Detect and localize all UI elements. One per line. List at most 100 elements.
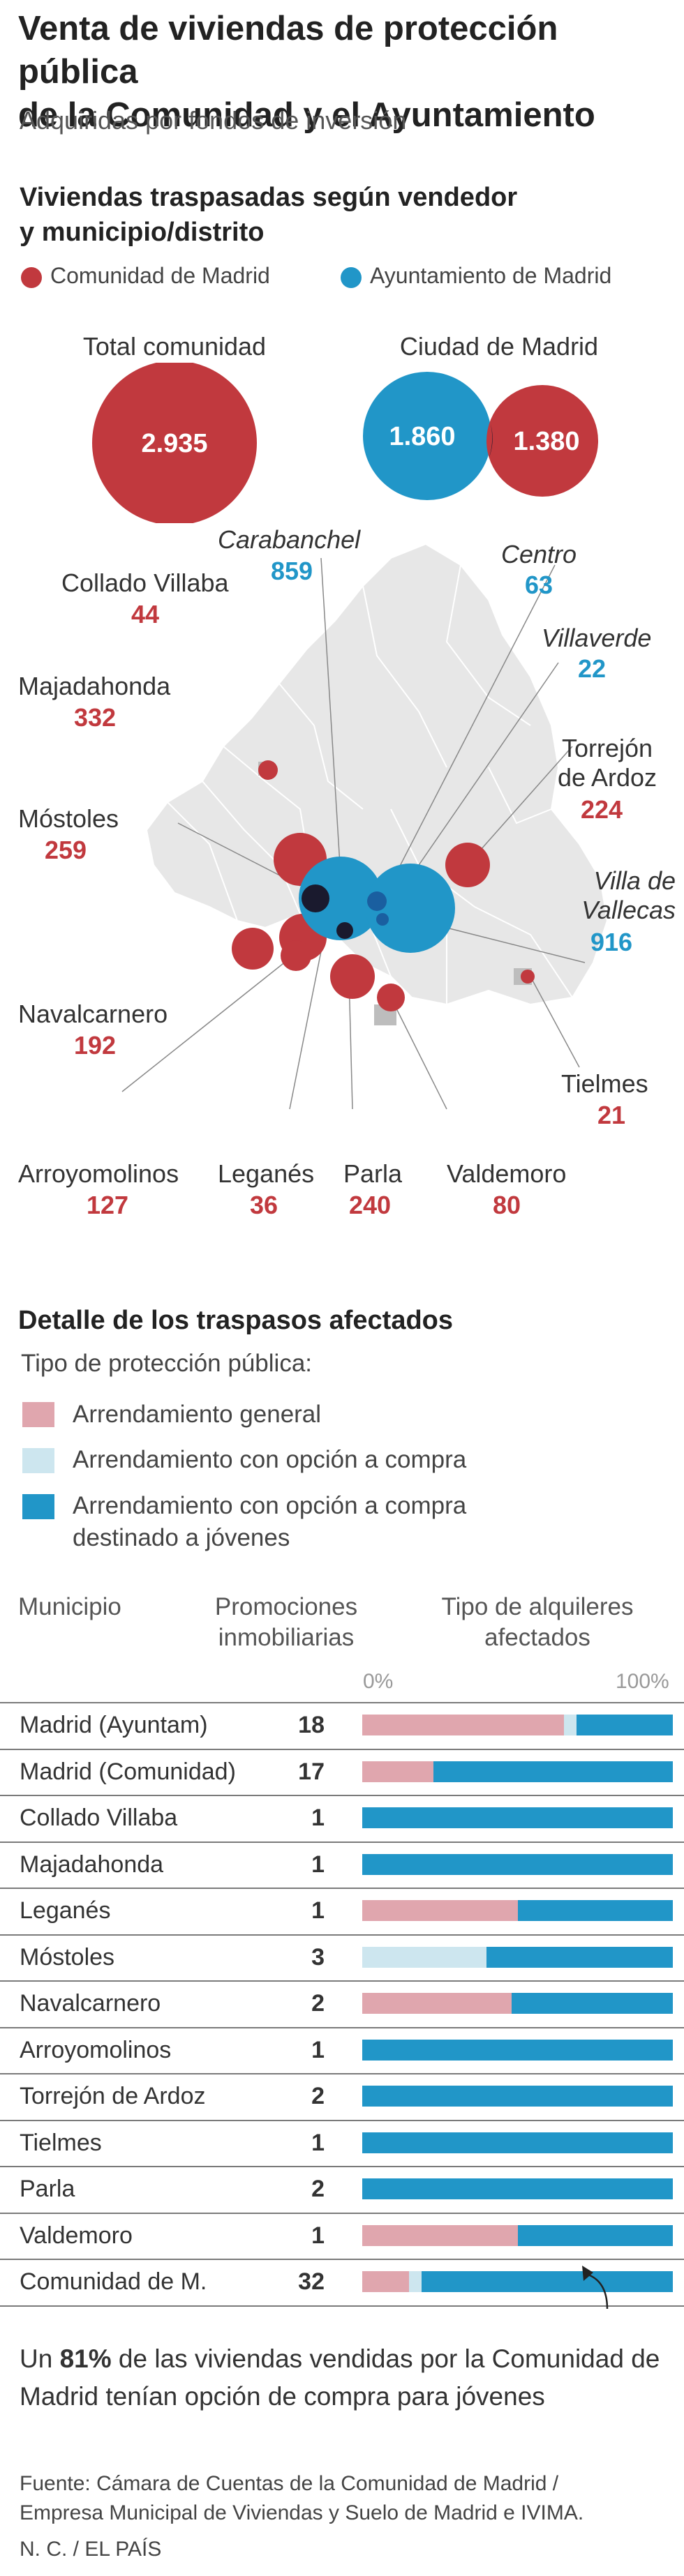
bar-segment-series-2: [511, 1993, 673, 2014]
annotation-arrow: [582, 2266, 609, 2310]
note-prefix: Un: [20, 2344, 60, 2373]
type-swatch-jovenes: [22, 1494, 54, 1519]
table-row-divider: [0, 1748, 684, 1750]
table-row-divider: [0, 2212, 684, 2214]
totals-bubbles: 2.935 1.860 1.380: [92, 363, 598, 523]
detail-section-heading: Detalle de los traspasos afectados: [18, 1306, 454, 1335]
label-majadahonda-value: 332: [74, 703, 117, 732]
overlap-mark-1: [302, 884, 329, 912]
label-collado-name: Collado Villaba: [61, 568, 229, 597]
label-leganes-name: Leganés: [218, 1159, 315, 1188]
table-row-divider: [0, 2305, 684, 2307]
axis-min-label: 0%: [363, 1670, 394, 1693]
bar-segment-series-2: [577, 1715, 673, 1735]
centro-bubble: [367, 891, 387, 911]
row-municipio-label: Madrid (Ayuntam): [20, 1712, 208, 1738]
bar-segment-series-2: [517, 2224, 673, 2246]
source-line-2: Empresa Municipal de Viviendas y Suelo d…: [20, 2501, 584, 2524]
row-promociones-value: 1: [311, 1851, 325, 1878]
row-municipio-label: Tielmes: [20, 2129, 102, 2156]
table-row-divider: [0, 1702, 684, 1703]
label-centro-name: Centro: [501, 540, 577, 568]
label-villaverde-value: 22: [578, 654, 607, 683]
type-label-general: Arrendamiento general: [73, 1401, 322, 1428]
overlap-mark-2: [336, 922, 353, 939]
label-centro-value: 63: [525, 571, 553, 599]
label-parla-value: 240: [349, 1191, 392, 1219]
row-promociones-value: 32: [298, 2268, 325, 2295]
bar-segment-series-0: [362, 1993, 512, 2014]
row-municipio-label: Majadahonda: [20, 1851, 164, 1878]
row-promociones-value: 18: [298, 1712, 325, 1738]
row-promociones-value: 2: [311, 2176, 325, 2202]
row-municipio-label: Torrejón de Ardoz: [20, 2083, 206, 2109]
note-highlight: 81%: [59, 2344, 112, 2373]
type-label-jovenes: Arrendamiento con opción a compra destin…: [73, 1490, 466, 1554]
bar-segment-series-2: [362, 2178, 673, 2199]
table-row-divider: [0, 1888, 684, 1889]
col-municipio: Municipio: [18, 1593, 121, 1620]
label-carabanchel-value: 859: [271, 557, 313, 585]
legend-comunidad-dot: [21, 267, 42, 288]
table-row-divider: [0, 1934, 684, 1936]
source-line-1: Fuente: Cámara de Cuentas de la Comunida…: [20, 2472, 559, 2495]
legend-ayuntamiento-label: Ayuntamiento de Madrid: [370, 263, 612, 288]
legend-comunidad-label: Comunidad de Madrid: [50, 263, 270, 288]
label-navalcarnero-value: 192: [74, 1031, 117, 1060]
bar-segment-series-2: [362, 1853, 673, 1875]
source: Fuente: Cámara de Cuentas de la Comunida…: [20, 2469, 676, 2528]
total-comunidad-label: Total comunidad: [82, 332, 267, 361]
label-arroyomolinos-name: Arroyomolinos: [18, 1159, 179, 1188]
municipal-borders: [167, 564, 573, 1004]
bar-segment-series-1: [408, 2271, 422, 2292]
row-municipio-label: Collado Villaba: [20, 1805, 178, 1831]
ciudad-madrid-label: Ciudad de Madrid: [399, 332, 599, 361]
label-valdemoro-name: Valdemoro: [447, 1159, 567, 1188]
axis-max-label: 100%: [616, 1670, 669, 1693]
table-row-divider: [0, 2026, 684, 2028]
ciudad-ayuntamiento-bubble: [363, 372, 491, 500]
map-heading-line-1: Viviendas traspasadas según vendedor: [20, 183, 518, 212]
torrejon-bubble: [445, 843, 490, 887]
table-row-divider: [0, 1795, 684, 1796]
bar-segment-series-0: [362, 2224, 518, 2246]
label-arroyomolinos-value: 127: [87, 1191, 129, 1219]
type-label-opcion: Arrendamiento con opción a compra: [73, 1446, 467, 1473]
ciudad-comunidad-value: 1.380: [513, 427, 579, 456]
label-parla-name: Parla: [343, 1159, 403, 1188]
page-subtitle: Adquiridas por fondos de inversión: [20, 106, 407, 135]
table-row-divider: [0, 1980, 684, 1982]
row-municipio-label: Arroyomolinos: [20, 2036, 172, 2063]
navalcarnero-bubble: [232, 928, 274, 970]
villa-vallecas-bubble: [366, 864, 455, 953]
bar-segment-series-0: [362, 1900, 518, 1921]
row-municipio-label: Parla: [20, 2176, 75, 2202]
row-municipio-label: Leganés: [20, 1897, 111, 1924]
label-villa-vallecas-value: 916: [590, 928, 633, 956]
legend-ayuntamiento-dot: [341, 267, 362, 288]
table-row-divider: [0, 1841, 684, 1843]
map-section-heading: Viviendas traspasadas según vendedor y m…: [20, 180, 517, 250]
note-rest: de las viviendas vendidas por la Comunid…: [20, 2344, 660, 2411]
label-villaverde-name: Villaverde: [542, 624, 652, 652]
bar-segment-series-2: [486, 1946, 673, 1968]
credit: N. C. / EL PAÍS: [20, 2538, 162, 2561]
col-promociones-line-2: inmobiliarias: [218, 1624, 355, 1651]
bar-segment-series-1: [564, 1715, 577, 1735]
tielmes-bubble: [521, 970, 535, 984]
label-navalcarnero-name: Navalcarnero: [18, 1000, 168, 1028]
map-heading-line-2: y municipio/distrito: [20, 218, 265, 247]
type-label-jovenes-line-1: Arrendamiento con opción a compra: [73, 1492, 467, 1519]
bar-segment-series-1: [362, 1946, 486, 1968]
type-swatch-opcion: [22, 1448, 54, 1473]
label-collado-value: 44: [131, 600, 160, 628]
col-tipo: Tipo de alquileres afectados: [398, 1592, 677, 1653]
title-line-1: Venta de viviendas de protección pública: [18, 10, 558, 91]
total-comunidad-value: 2.935: [141, 429, 207, 458]
type-label-jovenes-line-2: destinado a jóvenes: [73, 1524, 290, 1551]
bar-segment-series-2: [362, 1807, 673, 1828]
label-valdemoro-value: 80: [493, 1191, 521, 1219]
row-promociones-value: 1: [311, 2036, 325, 2063]
col-tipo-line-2: afectados: [484, 1624, 590, 1651]
